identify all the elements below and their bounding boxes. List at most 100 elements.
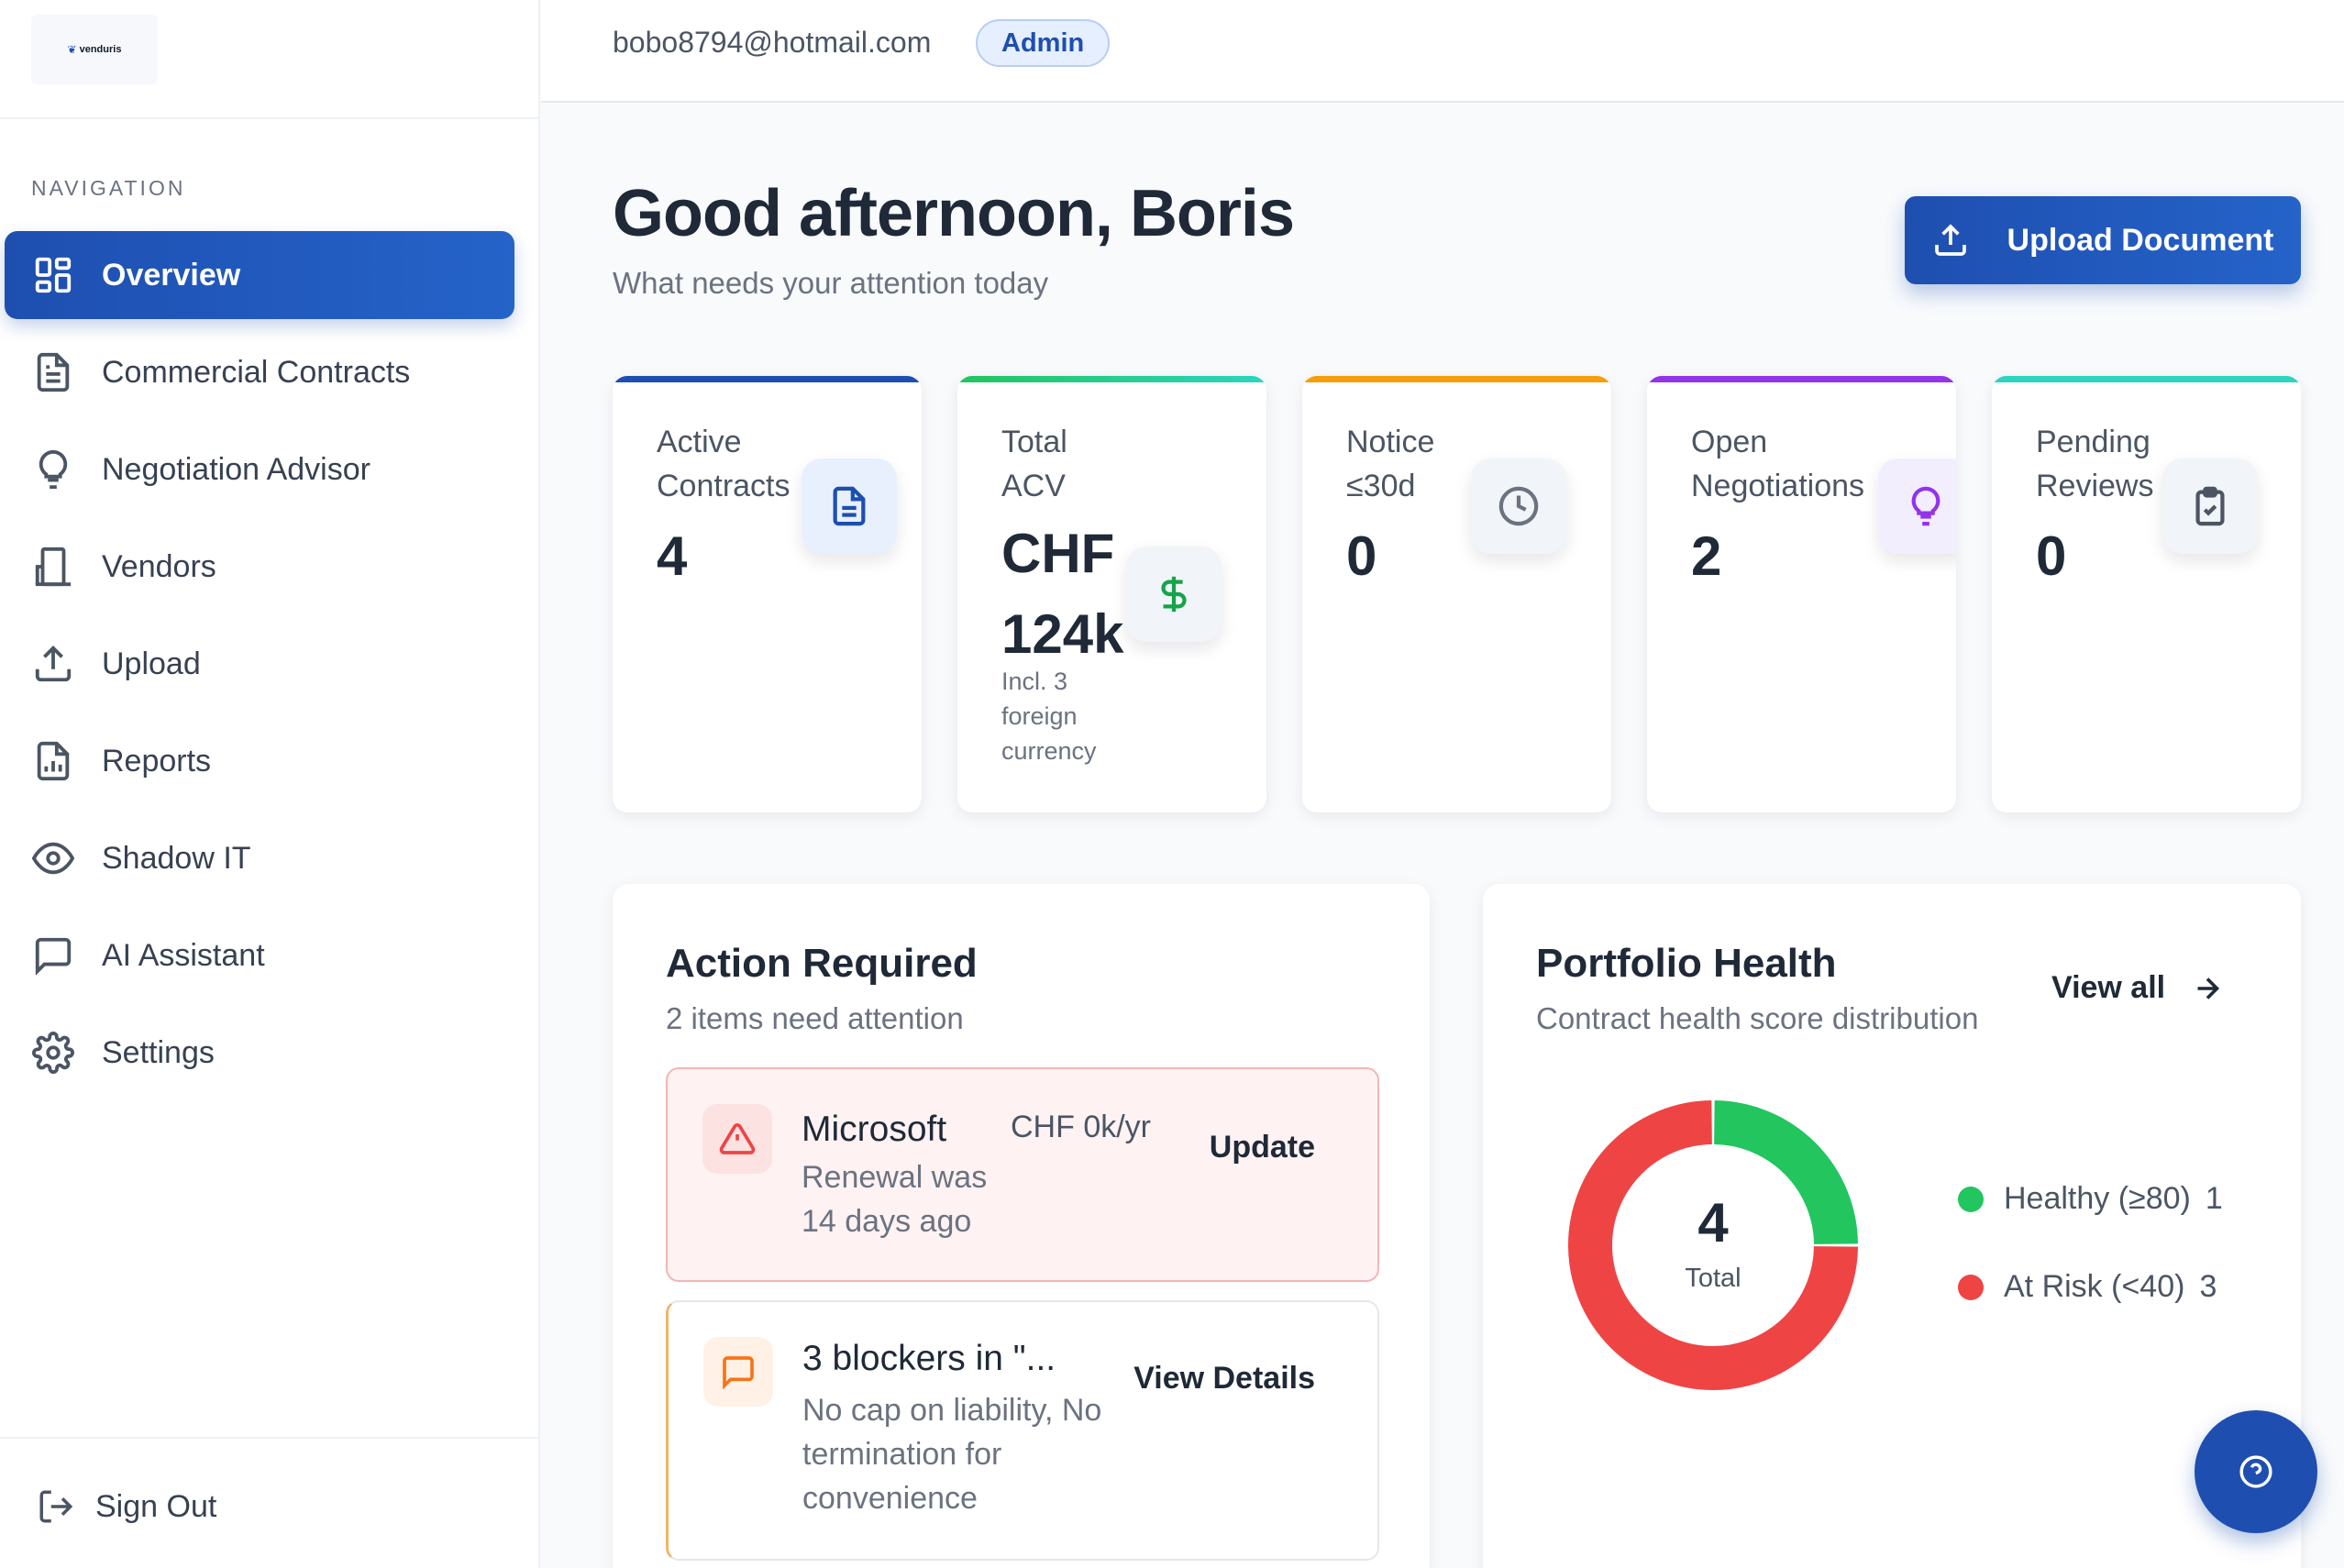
stat-card-active-contracts[interactable]: Active Contracts 4 bbox=[613, 376, 922, 812]
donut-total-value: 4 bbox=[1697, 1192, 1729, 1253]
stat-value: 0 bbox=[1346, 525, 1377, 587]
action-item-desc: No cap on liability, No termination for … bbox=[802, 1393, 1102, 1516]
sidebar-item-settings[interactable]: Settings bbox=[5, 1009, 514, 1097]
update-button[interactable]: Update bbox=[1209, 1130, 1315, 1165]
action-item-name: Microsoft bbox=[802, 1110, 947, 1149]
stat-label: Pending Reviews bbox=[2036, 425, 2154, 503]
upload-icon bbox=[35, 646, 72, 682]
chat-icon bbox=[35, 937, 72, 976]
building-icon bbox=[35, 547, 72, 587]
alert-triangle-icon bbox=[719, 1123, 756, 1154]
help-circle-icon bbox=[2239, 1455, 2272, 1488]
legend-dot-green bbox=[1958, 1186, 1984, 1212]
action-item-name: 3 blockers in "... bbox=[802, 1339, 1056, 1378]
eye-icon bbox=[32, 842, 74, 875]
legend-item-at-risk: At Risk (<40) 3 bbox=[1958, 1269, 2217, 1305]
help-button[interactable] bbox=[2195, 1410, 2317, 1533]
action-required-subtitle: 2 items need attention bbox=[666, 1001, 964, 1035]
action-required-panel: Action Required 2 items need attention M… bbox=[613, 884, 1430, 1568]
action-required-title: Action Required bbox=[666, 941, 978, 986]
gear-icon bbox=[32, 1032, 74, 1074]
sidebar-item-upload[interactable]: Upload bbox=[5, 620, 514, 708]
stat-value: 0 bbox=[2036, 525, 2067, 587]
sidebar-item-label: Shadow IT bbox=[102, 840, 251, 876]
logo-area: ❦ venduris bbox=[0, 0, 538, 119]
view-all-link[interactable]: View all bbox=[2051, 970, 2224, 1006]
upload-document-button[interactable]: Upload Document bbox=[1905, 196, 2301, 284]
sidebar-item-label: Commercial Contracts bbox=[102, 354, 411, 390]
donut-slice-at-risk[interactable] bbox=[1568, 1100, 1858, 1390]
sidebar-item-label: Vendors bbox=[102, 548, 216, 584]
sidebar-item-negotiation-advisor[interactable]: Negotiation Advisor bbox=[5, 425, 514, 513]
sidebar-item-commercial-contracts[interactable]: Commercial Contracts bbox=[5, 328, 514, 416]
stat-note: Incl. 3 foreign currency bbox=[1001, 668, 1097, 765]
stat-card-notice[interactable]: Notice ≤30d 0 bbox=[1302, 376, 1611, 812]
top-header: bobo8794@hotmail.com Admin bbox=[541, 0, 2344, 103]
legend-label: Healthy (≥80) bbox=[2004, 1181, 2191, 1216]
stat-label: Notice ≤30d bbox=[1346, 425, 1435, 503]
sidebar-item-reports[interactable]: Reports bbox=[5, 717, 514, 805]
sidebar-item-overview[interactable]: Overview bbox=[5, 231, 514, 319]
role-badge: Admin bbox=[976, 19, 1111, 67]
logo-mark-icon: ❦ bbox=[67, 43, 77, 56]
logo-text: venduris bbox=[79, 44, 122, 55]
stat-card-open-negotiations[interactable]: Open Negotiations 2 bbox=[1647, 376, 1956, 812]
action-item-blockers[interactable]: 3 blockers in "... No cap on liability, … bbox=[666, 1300, 1379, 1561]
portfolio-health-subtitle: Contract health score distribution bbox=[1536, 1001, 1979, 1035]
sign-out-button[interactable]: Sign Out bbox=[37, 1487, 216, 1526]
view-details-button[interactable]: View Details bbox=[1133, 1361, 1315, 1396]
alert-icon-box bbox=[702, 1104, 772, 1174]
view-all-label: View all bbox=[2051, 970, 2166, 1005]
page-title: Good afternoon, Boris bbox=[613, 177, 1295, 250]
sidebar-divider bbox=[0, 1437, 540, 1439]
sign-out-label: Sign Out bbox=[95, 1488, 217, 1524]
logo[interactable]: ❦ venduris bbox=[31, 15, 158, 84]
action-item-microsoft[interactable]: Microsoft CHF 0k/yr Renewal was 14 days … bbox=[666, 1067, 1379, 1282]
stat-label: Open Negotiations bbox=[1691, 425, 1865, 503]
stat-accent-bar bbox=[1647, 376, 1956, 382]
document-icon bbox=[833, 486, 866, 526]
legend-count: 3 bbox=[2199, 1269, 2217, 1304]
stat-accent-bar bbox=[1302, 376, 1611, 382]
arrow-right-icon bbox=[2197, 977, 2220, 999]
report-icon bbox=[37, 741, 70, 781]
document-icon bbox=[37, 352, 70, 392]
sidebar-nav: Overview Commercial Contracts Negotiatio… bbox=[5, 231, 514, 1106]
action-item-amount: CHF 0k/yr bbox=[1011, 1110, 1151, 1144]
portfolio-health-title: Portfolio Health bbox=[1536, 941, 1837, 986]
message-icon-box bbox=[703, 1337, 773, 1407]
sidebar-item-vendors[interactable]: Vendors bbox=[5, 523, 514, 611]
sidebar-item-label: AI Assistant bbox=[102, 937, 265, 973]
sidebar-item-label: Settings bbox=[102, 1034, 215, 1070]
portfolio-health-donut-chart: 4 Total bbox=[1568, 1100, 1858, 1390]
stat-label: Total ACV bbox=[1001, 425, 1067, 503]
stat-icon-box bbox=[2162, 458, 2258, 554]
user-email: bobo8794@hotmail.com bbox=[613, 26, 932, 59]
lightbulb-icon bbox=[1911, 486, 1940, 526]
stat-icon-box bbox=[1471, 458, 1566, 554]
upload-icon bbox=[1934, 224, 1966, 256]
legend-count: 1 bbox=[2205, 1181, 2223, 1216]
sidebar-item-label: Overview bbox=[102, 257, 241, 293]
stat-card-total-acv[interactable]: Total ACV CHF 124k Incl. 3 foreign curre… bbox=[957, 376, 1266, 812]
legend-item-healthy: Healthy (≥80) 1 bbox=[1958, 1181, 2223, 1217]
page-subtitle: What needs your attention today bbox=[613, 266, 1049, 300]
sign-out-icon bbox=[39, 1490, 73, 1523]
upload-document-label: Upload Document bbox=[2007, 222, 2274, 258]
stat-value: 2 bbox=[1691, 525, 1722, 587]
message-square-icon bbox=[723, 1356, 754, 1390]
sidebar-item-label: Reports bbox=[102, 743, 212, 778]
stat-icon-box bbox=[802, 458, 897, 554]
legend-dot-red bbox=[1958, 1274, 1984, 1300]
stat-icon-box bbox=[1126, 547, 1222, 642]
sidebar-item-label: Upload bbox=[102, 646, 201, 681]
lightbulb-icon bbox=[39, 449, 68, 490]
sidebar-item-shadow-it[interactable]: Shadow IT bbox=[5, 814, 514, 902]
clipboard-check-icon bbox=[2195, 486, 2225, 526]
sidebar-item-ai-assistant[interactable]: AI Assistant bbox=[5, 911, 514, 999]
donut-total-label: Total bbox=[1685, 1264, 1741, 1293]
stat-value: 4 bbox=[657, 525, 688, 587]
donut-slice-healthy[interactable] bbox=[1713, 1100, 1858, 1245]
stat-card-pending-reviews[interactable]: Pending Reviews 0 bbox=[1992, 376, 2301, 812]
stat-icon-box bbox=[1878, 458, 1956, 554]
